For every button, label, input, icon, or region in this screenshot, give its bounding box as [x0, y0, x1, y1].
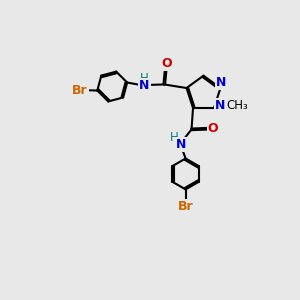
Text: O: O: [208, 122, 218, 135]
Text: N: N: [215, 99, 225, 112]
Text: H: H: [170, 131, 179, 144]
Text: Br: Br: [72, 84, 88, 97]
Text: N: N: [216, 76, 226, 89]
Text: N: N: [139, 79, 149, 92]
Text: H: H: [140, 72, 148, 85]
Text: N: N: [176, 138, 186, 151]
Text: CH₃: CH₃: [226, 99, 248, 112]
Text: Br: Br: [178, 200, 194, 213]
Text: O: O: [161, 57, 172, 70]
